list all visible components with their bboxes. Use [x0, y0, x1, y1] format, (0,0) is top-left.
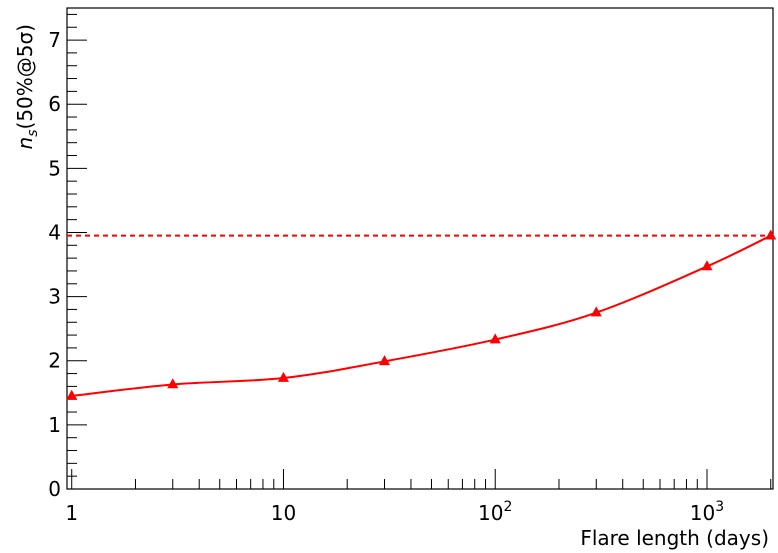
series-group — [66, 229, 777, 400]
x-tick-label: 1 — [65, 501, 78, 525]
series-line — [71, 234, 772, 398]
x-axis-title: Flare length (days) — [580, 526, 769, 550]
y-tick-label: 6 — [48, 92, 61, 116]
plot-frame — [66, 7, 774, 490]
y-axis-title-rest: (50%@5σ) — [13, 24, 37, 129]
y-axis-title: ns(50%@5σ) — [13, 24, 41, 149]
y-tick-label: 2 — [48, 349, 61, 373]
x-axis: 1 10 102 103 — [65, 469, 772, 525]
data-point — [379, 355, 391, 366]
data-point — [277, 371, 289, 382]
y-axis: 0 1 2 3 4 5 6 7 — [48, 13, 87, 501]
y-tick-label: 7 — [48, 28, 61, 52]
y-axis-title-subscript: s — [25, 129, 41, 136]
data-point — [167, 378, 179, 389]
x-tick-label: 10 — [271, 501, 296, 525]
plot-border — [66, 7, 774, 490]
data-point — [66, 389, 78, 400]
data-point — [590, 306, 602, 317]
y-axis-title-symbol: n — [13, 137, 37, 150]
y-tick-label: 4 — [48, 220, 61, 244]
x-tick-label: 102 — [478, 499, 512, 525]
y-tick-label: 1 — [48, 413, 61, 437]
y-tick-label: 0 — [48, 477, 61, 501]
y-tick-label: 3 — [48, 285, 61, 309]
data-point — [765, 229, 777, 240]
data-point — [489, 333, 501, 344]
y-tick-label: 5 — [48, 156, 61, 180]
x-tick-label: 103 — [690, 499, 724, 525]
data-point — [701, 260, 713, 271]
